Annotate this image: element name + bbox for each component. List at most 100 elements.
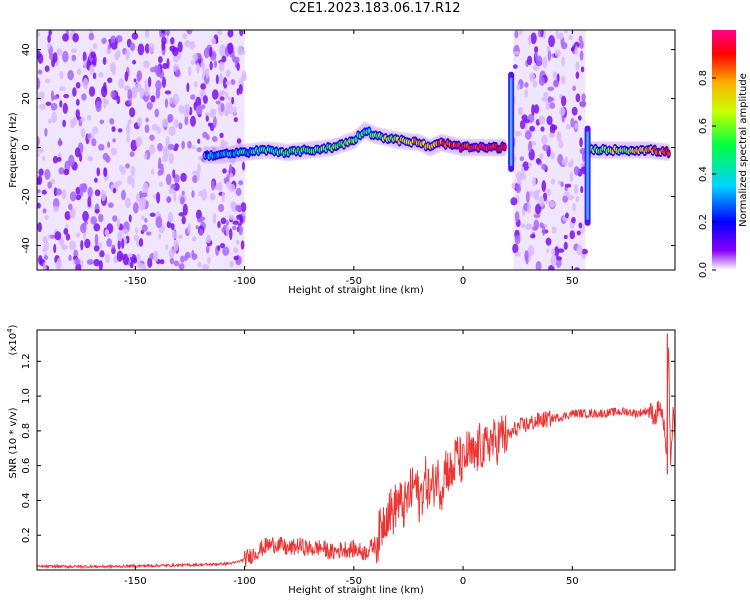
noise-speckle: [173, 174, 180, 184]
noise-speckle: [93, 245, 100, 252]
noise-speckle: [79, 183, 87, 191]
noise-speckle: [58, 137, 62, 147]
noise-speckle: [560, 95, 567, 107]
noise-speckle: [98, 71, 104, 78]
snr-x-tick-label: -100: [233, 576, 256, 587]
noise-speckle: [68, 254, 72, 262]
noise-speckle: [526, 55, 533, 66]
noise-speckle: [61, 188, 67, 200]
noise-speckle: [514, 30, 519, 39]
noise-speckle: [116, 250, 124, 262]
noise-speckle: [534, 51, 538, 59]
noise-speckle: [551, 226, 557, 234]
noise-speckle: [87, 186, 93, 198]
noise-speckle: [148, 42, 155, 53]
noise-speckle: [565, 124, 572, 130]
noise-speckle: [56, 257, 62, 270]
noise-speckle: [178, 104, 185, 114]
noise-speckle: [178, 212, 185, 217]
noise-speckle: [550, 254, 557, 267]
noise-speckle: [71, 48, 78, 53]
noise-speckle: [62, 33, 69, 42]
noise-speckle: [548, 132, 555, 138]
noise-speckle: [144, 124, 150, 134]
noise-speckle: [124, 197, 131, 209]
noise-speckle: [80, 223, 87, 234]
noise-speckle: [168, 248, 175, 259]
noise-speckle: [205, 234, 212, 244]
noise-speckle: [564, 156, 568, 163]
noise-speckle: [197, 261, 202, 268]
snr-y-tick-label: 0.2: [21, 527, 32, 543]
noise-speckle: [47, 234, 51, 239]
noise-speckle: [573, 165, 580, 176]
noise-speckle: [191, 145, 197, 150]
noise-speckle: [52, 155, 59, 164]
noise-speckle: [532, 177, 537, 187]
spectrogram-ridge-layer: [202, 71, 671, 226]
noise-speckle: [561, 56, 565, 67]
noise-speckle: [541, 180, 547, 193]
noise-speckle: [525, 223, 533, 230]
noise-speckle: [575, 71, 580, 80]
noise-speckle: [136, 73, 141, 83]
noise-speckle: [162, 118, 169, 128]
noise-speckle: [44, 127, 48, 137]
noise-speckle: [220, 217, 227, 225]
noise-speckle: [86, 114, 92, 121]
noise-speckle: [155, 216, 163, 229]
spectrogram-x-tick-label: -50: [346, 276, 362, 287]
noise-speckle: [209, 46, 213, 58]
noise-speckle: [181, 215, 186, 225]
noise-speckle: [63, 168, 70, 176]
noise-speckle: [513, 51, 520, 56]
noise-speckle: [559, 106, 566, 116]
noise-speckle: [207, 256, 211, 264]
noise-speckle: [536, 55, 543, 67]
noise-speckle: [147, 76, 152, 88]
noise-speckle: [184, 251, 191, 259]
noise-speckle: [126, 123, 131, 135]
noise-speckle: [221, 141, 229, 146]
noise-speckle: [149, 212, 156, 217]
noise-speckle: [100, 189, 106, 202]
noise-speckle: [549, 102, 556, 109]
noise-speckle: [538, 115, 546, 125]
noise-speckle: [106, 49, 112, 55]
noise-speckle: [574, 45, 579, 56]
noise-speckle: [229, 172, 234, 179]
noise-speckle: [95, 100, 102, 113]
noise-speckle: [141, 192, 148, 198]
noise-speckle: [203, 47, 211, 59]
colorbar-gradient: [712, 30, 736, 270]
noise-speckle: [215, 100, 221, 105]
snr-y-ticks: 0.2 0.4 0.6 0.8 1.0 1.2: [21, 353, 675, 543]
snr-y-multiplier: (x104): [6, 324, 19, 355]
noise-speckle: [47, 118, 53, 124]
noise-speckle: [562, 195, 569, 203]
noise-speckle: [557, 248, 565, 253]
noise-speckle: [538, 30, 542, 38]
noise-speckle: [233, 255, 239, 261]
noise-speckle: [546, 188, 552, 196]
noise-speckle: [579, 147, 587, 155]
noise-speckle: [225, 69, 231, 78]
noise-speckle: [69, 191, 77, 202]
noise-speckle: [165, 173, 172, 186]
noise-speckle: [56, 157, 62, 162]
snr-y-tick-label: 0.6: [21, 458, 32, 474]
noise-speckle: [560, 181, 564, 188]
noise-speckle: [148, 144, 156, 155]
noise-speckle: [124, 85, 129, 91]
noise-speckle: [124, 71, 129, 82]
noise-speckle: [524, 88, 528, 98]
noise-speckle: [191, 249, 195, 258]
noise-speckle: [543, 92, 549, 98]
noise-speckle: [180, 255, 185, 263]
noise-speckle: [164, 98, 169, 108]
noise-speckle: [174, 143, 179, 149]
noise-speckle: [155, 87, 161, 99]
noise-speckle: [197, 138, 201, 144]
noise-speckle: [235, 204, 242, 212]
